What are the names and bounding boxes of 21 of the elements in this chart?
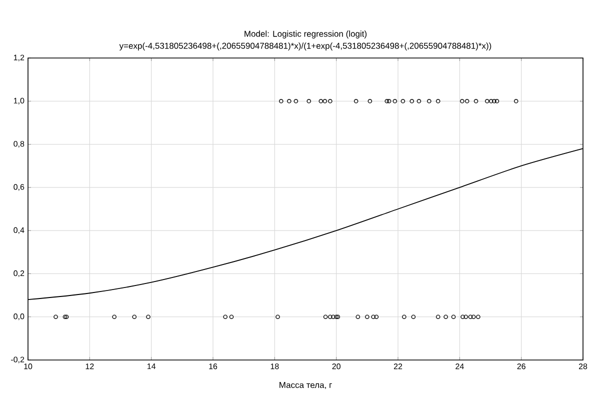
y-tick-label: 1,2	[14, 54, 24, 62]
x-tick-label: 12	[86, 364, 94, 370]
chart-title: Model: Logistic regression (logit)	[244, 30, 367, 38]
chart-subtitle: y=exp(-4,531805236498+(,20655904788481)*x)/(1+exp(-4,531805236498+(,20655904788481)*x))	[119, 42, 492, 50]
y-tick-label: 0,2	[14, 270, 24, 278]
x-tick-label: 18	[270, 364, 279, 370]
x-tick-label: 16	[209, 364, 218, 370]
y-tick-label: 0,4	[14, 227, 24, 234]
y-tick-label: 0,8	[14, 140, 24, 148]
x-tick-label: 24	[456, 364, 464, 370]
y-tick-label: 0,6	[14, 184, 24, 191]
x-tick-label: 28	[578, 364, 588, 370]
y-tick-label: 0,0	[14, 314, 24, 320]
x-tick-label: 26	[517, 364, 526, 370]
y-tick-label: 1,0	[14, 98, 24, 104]
x-tick-label: 14	[147, 364, 156, 370]
x-tick-label: 10	[24, 364, 32, 370]
x-tick-label: 22	[394, 364, 402, 370]
x-tick-label: 20	[332, 364, 340, 370]
x-axis-title: Масса тела, г	[280, 382, 332, 389]
y-tick-label: -0,2	[11, 356, 24, 364]
